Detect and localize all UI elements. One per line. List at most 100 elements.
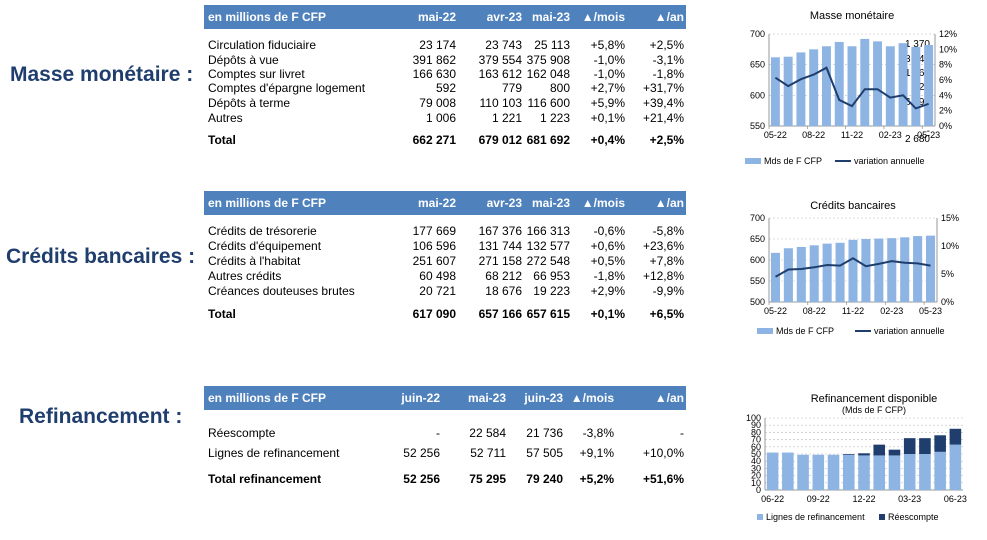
chart-title: Crédits bancaires <box>810 200 896 212</box>
header-col-1: mai-22 <box>417 196 456 210</box>
y-tick-label: 60 <box>751 442 761 452</box>
row-value: 800 <box>549 81 570 95</box>
row-value: 779 <box>501 81 522 95</box>
total-value: 75 295 <box>469 472 506 486</box>
bar <box>900 237 910 302</box>
header-col-2: mai-23 <box>467 391 506 405</box>
header-label: en millions de F CFP <box>208 391 327 405</box>
bar <box>809 245 819 302</box>
table-row: Réescompte - 22 584 21 736 -3,8% - <box>204 426 686 441</box>
row-label: Dépôts à vue <box>208 53 279 67</box>
row-value: +21,4% <box>642 111 684 125</box>
total-value: +0,4% <box>590 133 625 147</box>
total-value: +51,6% <box>642 472 684 486</box>
row-value: 52 711 <box>470 446 506 460</box>
row-value: 167 376 <box>478 224 522 238</box>
total-value: 617 090 <box>412 307 456 321</box>
table-row: Circulation fiduciaire 23 174 23 743 25 113… <box>204 38 686 53</box>
y-tick-label: 30 <box>751 463 761 473</box>
header-col-3: mai-23 <box>531 10 570 24</box>
table-row: Crédits d'équipement 106 596 131 744 132 57… <box>204 239 686 254</box>
row-value: 60 498 <box>419 269 456 283</box>
row-value: -1,8% <box>652 67 684 81</box>
row-label: Autres <box>208 111 243 125</box>
row-value: -5,8% <box>652 224 684 238</box>
bar <box>834 41 844 127</box>
row-value: 251 607 <box>412 254 456 268</box>
total-value: +2,5% <box>649 133 684 147</box>
header-col-5: ▲/an <box>654 10 684 24</box>
x-tick-label: 06-22 <box>761 494 784 504</box>
row-label: Crédits d'équipement <box>208 239 322 253</box>
row-value: 166 630 <box>412 67 456 81</box>
bar-reescompte <box>858 453 870 456</box>
table-row: Dépôts à terme 79 008 110 103 116 600 +5,9% +… <box>204 96 686 111</box>
row-value: 79 008 <box>419 96 456 110</box>
legend-label-bars: Mds de F CFP <box>776 326 834 336</box>
header-col-2: avr-23 <box>486 10 522 24</box>
total-value: 79 240 <box>526 472 563 486</box>
x-tick-label: 08-22 <box>802 130 825 140</box>
row-value: 25 113 <box>534 38 570 52</box>
table-row: Créances douteuses brutes 20 721 18 676 19 … <box>204 284 686 299</box>
side-value: 1 370 <box>904 39 930 50</box>
row-value: 375 908 <box>526 53 570 67</box>
row-value: 1 223 <box>539 111 570 125</box>
row-value: 18 676 <box>485 284 522 298</box>
bar-lignes <box>949 444 962 490</box>
row-value: +23,6% <box>642 239 684 253</box>
y-tick-label: 10 <box>751 478 761 488</box>
bar <box>911 46 921 126</box>
header-col-5: ▲/an <box>654 196 684 210</box>
chart-title: Refinancement disponible <box>811 393 938 405</box>
bar-lignes <box>812 454 825 490</box>
table-row: Lignes de refinancement 52 256 52 711 57 50… <box>204 446 686 461</box>
legend-swatch-bars <box>745 158 761 164</box>
bar-lignes <box>842 454 855 490</box>
section-title-masse-monetaire: Masse monétaire : <box>10 63 194 86</box>
bar <box>860 38 870 127</box>
bar <box>783 56 793 127</box>
row-label: Lignes de refinancement <box>208 446 340 460</box>
y-tick-label-right: 0% <box>939 121 952 131</box>
y-tick-label: 40 <box>751 456 761 466</box>
bar <box>783 248 793 302</box>
x-tick-label: 12-22 <box>852 494 875 504</box>
bar-lignes <box>858 455 870 490</box>
row-value: 23 174 <box>419 38 456 52</box>
row-value: 22 584 <box>469 426 506 440</box>
y-tick-label-right: 6% <box>939 75 952 85</box>
row-value: -3,8% <box>582 426 614 440</box>
side-value: - <box>926 126 930 137</box>
y-tick-label: 20 <box>751 471 761 481</box>
row-value: 52 256 <box>403 446 440 460</box>
y-tick-label-right: 2% <box>939 106 952 116</box>
header-col-4: ▲/mois <box>570 391 614 405</box>
row-value: +0,1% <box>590 111 625 125</box>
table-header: en millions de F CFP juin-22 mai-23 juin-23… <box>204 386 686 410</box>
row-value: 20 721 <box>419 284 456 298</box>
x-tick-label: 11-22 <box>842 306 864 316</box>
row-value: +2,5% <box>649 38 684 52</box>
row-label: Créances douteuses brutes <box>208 284 355 298</box>
row-value: 166 313 <box>526 224 570 238</box>
bar <box>809 49 819 127</box>
row-value: 592 <box>435 81 456 95</box>
row-label: Crédits de trésorerie <box>208 224 317 238</box>
legend-label-reescompte: Réescompte <box>888 512 939 522</box>
bar <box>847 46 857 127</box>
table-row: Comptes d'épargne logement 592 779 800 +2,7%… <box>204 81 686 96</box>
row-value: 106 596 <box>412 239 456 253</box>
row-label: Dépôts à terme <box>208 96 291 110</box>
x-tick-label: 02-23 <box>880 306 903 316</box>
bar <box>924 45 934 126</box>
total-value: +5,2% <box>579 472 614 486</box>
row-value: -1,0% <box>593 53 625 67</box>
series-line <box>774 66 929 110</box>
row-value: -1,8% <box>593 269 625 283</box>
bar <box>796 52 806 126</box>
row-value: -1,0% <box>593 67 625 81</box>
row-value: +2,7% <box>590 81 625 95</box>
total-value: 657 166 <box>478 307 522 321</box>
legend-label-line: variation annuelle <box>854 156 925 166</box>
